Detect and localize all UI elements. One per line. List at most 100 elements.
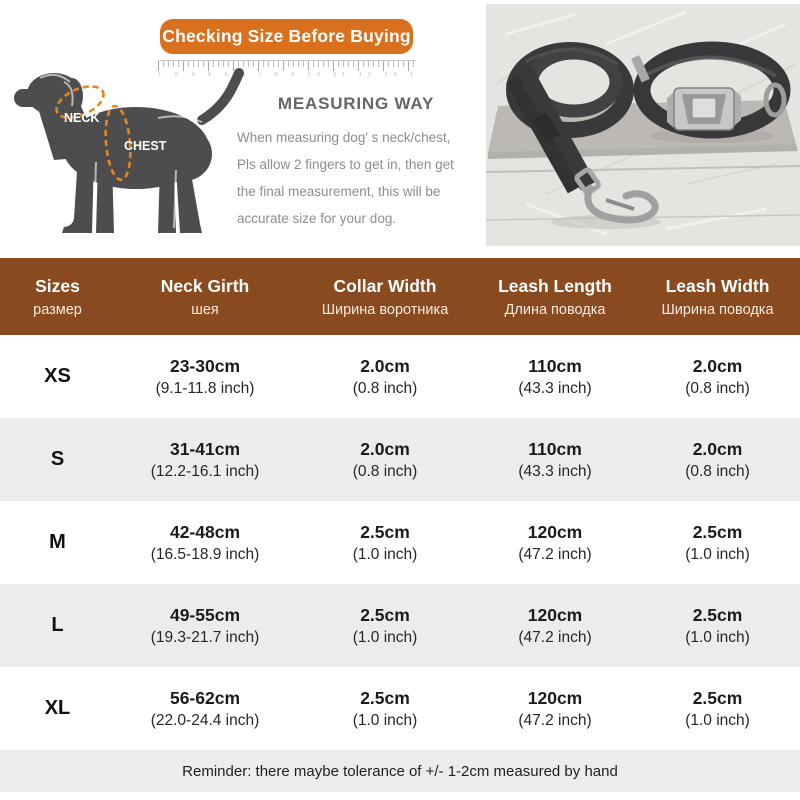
size-cell: L: [51, 614, 64, 636]
value-inch: (43.3 inch): [518, 379, 592, 397]
size-cell: XL: [44, 697, 71, 719]
measuring-way-line: Pls allow 2 fingers to get in, then get: [237, 157, 454, 172]
size-check-badge: Checking Size Before Buying: [160, 19, 413, 54]
value-inch: (1.0 inch): [685, 711, 750, 729]
value-cm: 2.5cm: [360, 521, 410, 542]
collar-leash-photo-graphic: [485, 4, 800, 246]
value-cm: 110cm: [528, 355, 582, 376]
plank-gap-line: [485, 165, 800, 173]
measuring-way-line: When measuring dog' s neck/chest,: [237, 130, 451, 145]
table-row: XL 56-62cm (22.0-24.4 inch) 2.5cm (1.0 i…: [0, 667, 800, 750]
value-inch: (0.8 inch): [352, 462, 418, 480]
value-cm: 42-48cm: [169, 521, 241, 542]
value-inch: (1.0 inch): [352, 628, 418, 646]
value-cm: 2.5cm: [692, 604, 743, 625]
header-en: Neck Girth: [160, 275, 250, 296]
value-cm: 49-55cm: [169, 604, 241, 625]
header-ru: Длина поводка: [504, 301, 606, 318]
value-cm: 2.0cm: [692, 438, 743, 459]
buckle-graphic: [667, 87, 741, 131]
value-cm: 2.5cm: [360, 604, 410, 625]
value-cm: 31-41cm: [169, 438, 241, 459]
value-inch: (1.0 inch): [685, 545, 750, 563]
neck-girth-cell: 23-30cm (9.1-11.8 inch): [115, 356, 295, 398]
collar-width-cell: 2.5cm (1.0 inch): [295, 605, 475, 647]
dog-highlight-lines: [39, 73, 203, 229]
slider-graphic: [631, 55, 650, 83]
leash-length-cell: 110cm (43.3 inch): [475, 356, 635, 398]
header-ru: размер: [33, 301, 82, 318]
leash-length-cell: 110cm (43.3 inch): [475, 439, 635, 481]
header-en: Leash Width: [665, 275, 770, 296]
chest-label: CHEST: [124, 139, 167, 153]
leash-width-cell: 2.5cm (1.0 inch): [635, 522, 800, 564]
product-photo: [485, 4, 800, 246]
value-cm: 2.0cm: [360, 355, 410, 376]
table-row: S 31-41cm (12.2-16.1 inch) 2.0cm (0.8 in…: [0, 418, 800, 501]
header-ru: Ширина поводка: [661, 301, 774, 318]
value-cm: 56-62cm: [169, 687, 241, 708]
size-cell: M: [49, 531, 66, 553]
collar-width-cell: 2.0cm (0.8 inch): [295, 439, 475, 481]
value-inch: (1.0 inch): [685, 628, 750, 646]
measuring-way-section: MEASURING WAY When measuring dog' s neck…: [237, 94, 475, 232]
value-cm: 120cm: [527, 604, 583, 625]
value-inch: (47.2 inch): [518, 711, 592, 729]
neck-girth-cell: 56-62cm (22.0-24.4 inch): [115, 688, 295, 730]
header-ru: шея: [191, 301, 219, 318]
ruler-major-ticks: [158, 61, 416, 71]
value-inch: (0.8 inch): [685, 462, 750, 480]
leash-length-cell: 120cm (47.2 inch): [475, 522, 635, 564]
leash-length-cell: 120cm (47.2 inch): [475, 605, 635, 647]
neck-measure-ellipse: [55, 85, 105, 119]
value-inch: (47.2 inch): [518, 628, 592, 646]
table-row: M 42-48cm (16.5-18.9 inch) 2.5cm (1.0 in…: [0, 501, 800, 584]
dog-body-shapes: [14, 68, 244, 233]
value-inch: (1.0 inch): [352, 545, 418, 563]
header-en: Leash Length: [498, 275, 612, 296]
leash-graphic: [505, 42, 661, 229]
value-cm: 110cm: [528, 438, 582, 459]
ruler-numbers: 1 2 3 4 5 6 7 8 9 10 11 12 13 14 15 16 1…: [158, 72, 416, 78]
value-cm: 2.0cm: [360, 438, 410, 459]
neck-girth-cell: 49-55cm (19.3-21.7 inch): [115, 605, 295, 647]
table-row: XS 23-30cm (9.1-11.8 inch) 2.0cm (0.8 in…: [0, 335, 800, 418]
size-cell: S: [50, 448, 65, 470]
value-inch: (1.0 inch): [352, 711, 418, 729]
leash-length-cell: 120cm (47.2 inch): [475, 688, 635, 730]
reminder-text: Reminder: there maybe tolerance of +/- 1…: [182, 762, 618, 780]
value-cm: 2.5cm: [360, 687, 410, 708]
value-inch: (0.8 inch): [685, 379, 750, 397]
table-header: Sizes размер Neck Girth шея Collar Width…: [0, 258, 800, 335]
measuring-way-line: the final measurement, this will be: [237, 184, 441, 199]
leash-width-cell: 2.5cm (1.0 inch): [635, 605, 800, 647]
reminder-bar: Reminder: there maybe tolerance of +/- 1…: [0, 750, 800, 792]
value-inch: (12.2-16.1 inch): [150, 462, 260, 480]
value-cm: 2.0cm: [692, 355, 743, 376]
header-en: Collar Width: [333, 275, 437, 296]
value-inch: (16.5-18.9 inch): [150, 545, 260, 563]
chest-measure-ellipse: [104, 104, 132, 182]
dog-silhouette-graphic: NECK CHEST: [14, 68, 244, 233]
measuring-way-line: accurate size for your dog.: [237, 211, 397, 226]
value-cm: 2.5cm: [692, 521, 743, 542]
header-neck-girth: Neck Girth шея: [115, 276, 295, 318]
value-inch: (0.8 inch): [352, 379, 418, 397]
table-row: L 49-55cm (19.3-21.7 inch) 2.5cm (1.0 in…: [0, 584, 800, 667]
size-cell: XS: [44, 365, 71, 387]
leash-width-cell: 2.0cm (0.8 inch): [635, 439, 800, 481]
header-collar-width: Collar Width Ширина воротника: [295, 276, 475, 318]
snap-hook-graphic: [574, 167, 659, 224]
value-inch: (43.3 inch): [518, 462, 592, 480]
header-leash-length: Leash Length Длина поводка: [475, 276, 635, 318]
ruler-graphic: 1 2 3 4 5 6 7 8 9 10 11 12 13 14 15 16 1…: [158, 60, 416, 78]
header-sizes: Sizes размер: [0, 276, 115, 318]
value-inch: (9.1-11.8 inch): [155, 379, 255, 397]
dog-diagram: NECK CHEST: [8, 56, 248, 240]
header-ru: Ширина воротника: [321, 301, 449, 318]
value-cm: 120cm: [527, 521, 583, 542]
value-cm: 120cm: [527, 687, 583, 708]
size-check-badge-label: Checking Size Before Buying: [162, 26, 411, 46]
ruler-ticks: [158, 60, 416, 71]
